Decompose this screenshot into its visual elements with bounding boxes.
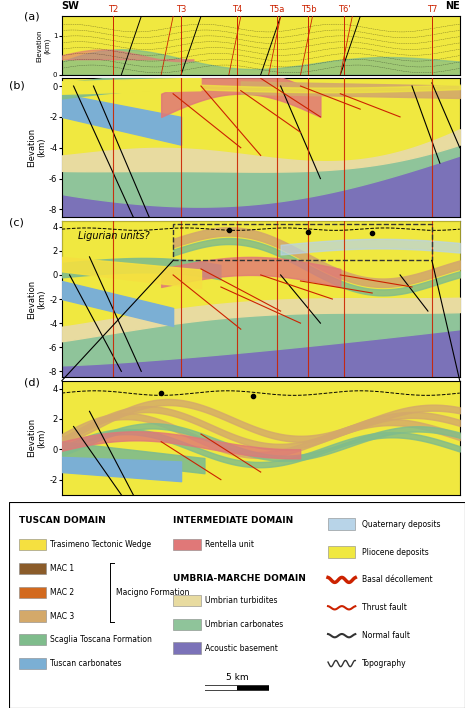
- Text: Rentella unit: Rentella unit: [205, 540, 254, 549]
- Text: UMBRIA-MARCHE DOMAIN: UMBRIA-MARCHE DOMAIN: [173, 574, 306, 583]
- FancyBboxPatch shape: [173, 595, 201, 606]
- Text: Trasimeno Tectonic Wedge: Trasimeno Tectonic Wedge: [50, 540, 152, 549]
- Text: TUSCAN DOMAIN: TUSCAN DOMAIN: [18, 516, 105, 525]
- Y-axis label: Elevation
(km): Elevation (km): [27, 419, 46, 457]
- Text: (c): (c): [9, 218, 24, 228]
- FancyBboxPatch shape: [328, 546, 356, 557]
- FancyBboxPatch shape: [173, 642, 201, 654]
- Text: T5b: T5b: [301, 5, 316, 14]
- FancyBboxPatch shape: [18, 658, 46, 669]
- Text: T7: T7: [427, 5, 437, 14]
- Text: 5 km: 5 km: [226, 673, 248, 681]
- Text: NE: NE: [445, 1, 460, 11]
- Y-axis label: Elevation
(km): Elevation (km): [27, 280, 46, 318]
- Text: Umbrian turbidites: Umbrian turbidites: [205, 596, 278, 605]
- FancyBboxPatch shape: [328, 518, 356, 530]
- Text: T3: T3: [176, 5, 186, 14]
- FancyBboxPatch shape: [18, 610, 46, 622]
- FancyBboxPatch shape: [173, 619, 201, 630]
- FancyBboxPatch shape: [18, 539, 46, 550]
- FancyBboxPatch shape: [18, 634, 46, 646]
- Text: MAC 3: MAC 3: [50, 612, 75, 621]
- Bar: [173, 224, 432, 261]
- Y-axis label: Elevation
(km): Elevation (km): [36, 29, 50, 62]
- Text: MAC 2: MAC 2: [50, 588, 74, 597]
- Text: Topography: Topography: [362, 659, 407, 668]
- Text: Basal décollement: Basal décollement: [362, 575, 433, 585]
- Y-axis label: Elevation
(km): Elevation (km): [27, 128, 46, 167]
- Text: SW: SW: [62, 1, 80, 11]
- Text: Ligurian units?: Ligurian units?: [78, 231, 149, 241]
- Text: Acoustic basement: Acoustic basement: [205, 644, 278, 652]
- Text: (b): (b): [9, 81, 25, 91]
- Text: Thrust fault: Thrust fault: [362, 603, 407, 612]
- Text: T2: T2: [108, 5, 118, 14]
- Text: MAC 1: MAC 1: [50, 564, 74, 573]
- FancyBboxPatch shape: [18, 587, 46, 598]
- Text: T6': T6': [338, 5, 351, 14]
- Text: Pliocene deposits: Pliocene deposits: [362, 548, 429, 557]
- Text: T4: T4: [232, 5, 242, 14]
- Text: Tuscan carbonates: Tuscan carbonates: [50, 659, 122, 668]
- Text: (d): (d): [24, 378, 39, 388]
- Text: Normal fault: Normal fault: [362, 631, 410, 640]
- Text: INTERMEDIATE DOMAIN: INTERMEDIATE DOMAIN: [173, 516, 293, 525]
- Text: Macigno Formation: Macigno Formation: [117, 588, 190, 597]
- Text: Quaternary deposits: Quaternary deposits: [362, 520, 441, 528]
- Text: T5a: T5a: [269, 5, 284, 14]
- FancyBboxPatch shape: [18, 563, 46, 574]
- FancyBboxPatch shape: [173, 539, 201, 550]
- Text: Umbrian carbonates: Umbrian carbonates: [205, 620, 283, 629]
- Text: Scaglia Toscana Formation: Scaglia Toscana Formation: [50, 635, 152, 644]
- Text: (a): (a): [24, 12, 39, 22]
